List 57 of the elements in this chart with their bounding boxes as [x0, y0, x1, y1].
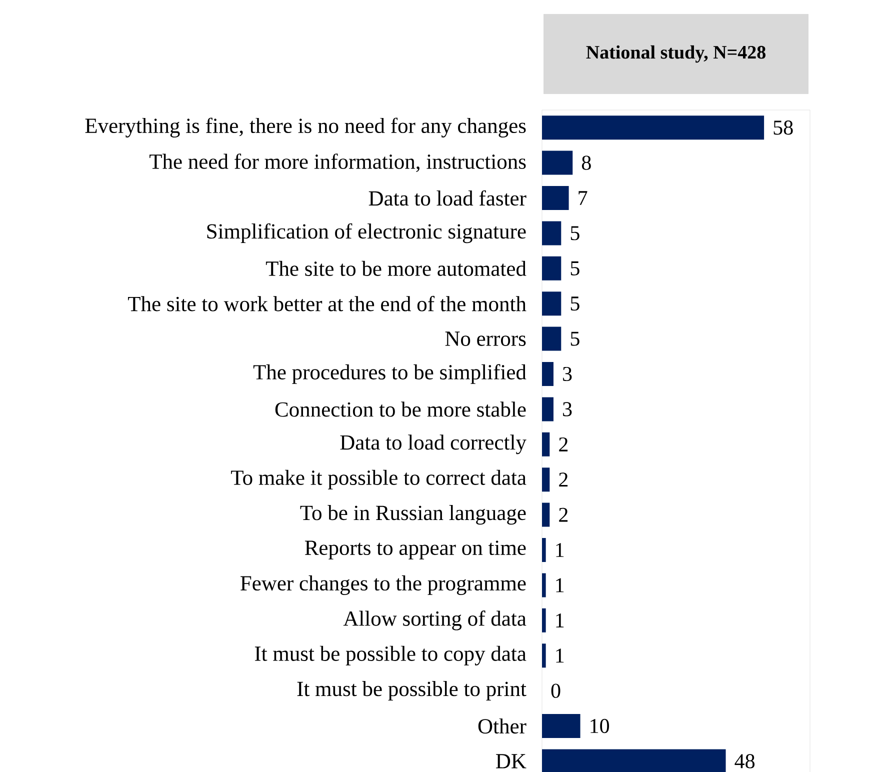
data-label: 1 [556, 613, 564, 628]
y-tick-label: To make it possible to correct data [231, 470, 526, 490]
data-label: 5 [570, 261, 580, 276]
y-tick-label: Everything is fine, there is no need for any changes [85, 118, 526, 138]
y-tick-label: The procedures to be simplified [253, 364, 526, 384]
bar [542, 116, 764, 140]
bar [542, 221, 562, 246]
y-tick-label: The site to be more automated [266, 260, 526, 276]
bar [542, 502, 550, 527]
y-tick-label: Simplification of electronic signature [207, 223, 526, 244]
data-label: 1 [556, 578, 564, 592]
bar [542, 256, 562, 280]
y-tick-label: It must be possible to copy data [254, 646, 526, 666]
data-label: 1 [556, 648, 564, 663]
y-tick-label: Connection to be more stable [275, 402, 526, 417]
bar [542, 538, 546, 562]
bar [542, 362, 554, 386]
y-tick-label: Data to load correctly [340, 434, 526, 454]
data-label: 58 [774, 120, 793, 135]
data-label: 10 [590, 718, 610, 734]
y-tick-label: Allow sorting of data [343, 610, 526, 630]
bar [542, 150, 573, 175]
bar [542, 749, 726, 772]
bar [542, 292, 562, 316]
bar [542, 326, 562, 351]
data-label: 3 [563, 402, 572, 416]
data-label: 5 [570, 296, 580, 311]
y-tick-label: The need for more information, instructions [150, 154, 526, 172]
y-tick-label: Reports to appear on time [304, 540, 526, 560]
data-label: 3 [563, 366, 572, 382]
y-tick-label: No errors [445, 332, 526, 346]
bar [542, 468, 550, 492]
data-label: 5 [570, 226, 580, 240]
data-label: 2 [559, 472, 568, 487]
y-tick-label: Fewer changes to the programme [240, 575, 526, 595]
data-label: 48 [734, 754, 755, 768]
bar [542, 573, 546, 598]
data-label: 8 [582, 156, 591, 170]
bar [542, 397, 554, 422]
bar [542, 644, 546, 668]
y-tick-label: The site to work better at the end of the month [128, 296, 526, 312]
y-tick-label: Data to load faster [368, 190, 526, 206]
chart-title: National study, N=428 [586, 45, 766, 63]
bar [542, 186, 569, 210]
data-label: 0 [551, 684, 560, 698]
y-tick-label: It must be possible to print [297, 681, 526, 701]
data-label: 7 [578, 191, 588, 205]
data-label: 2 [559, 437, 568, 452]
bar [542, 432, 550, 456]
y-tick-label: To be in Russian language [300, 505, 526, 525]
data-label: 1 [556, 543, 564, 557]
bar [542, 714, 580, 738]
data-label: 5 [570, 332, 580, 346]
data-label: 2 [559, 508, 568, 522]
bar [542, 608, 546, 632]
y-tick-label: DK [496, 754, 526, 768]
y-tick-label: Other [478, 718, 526, 734]
